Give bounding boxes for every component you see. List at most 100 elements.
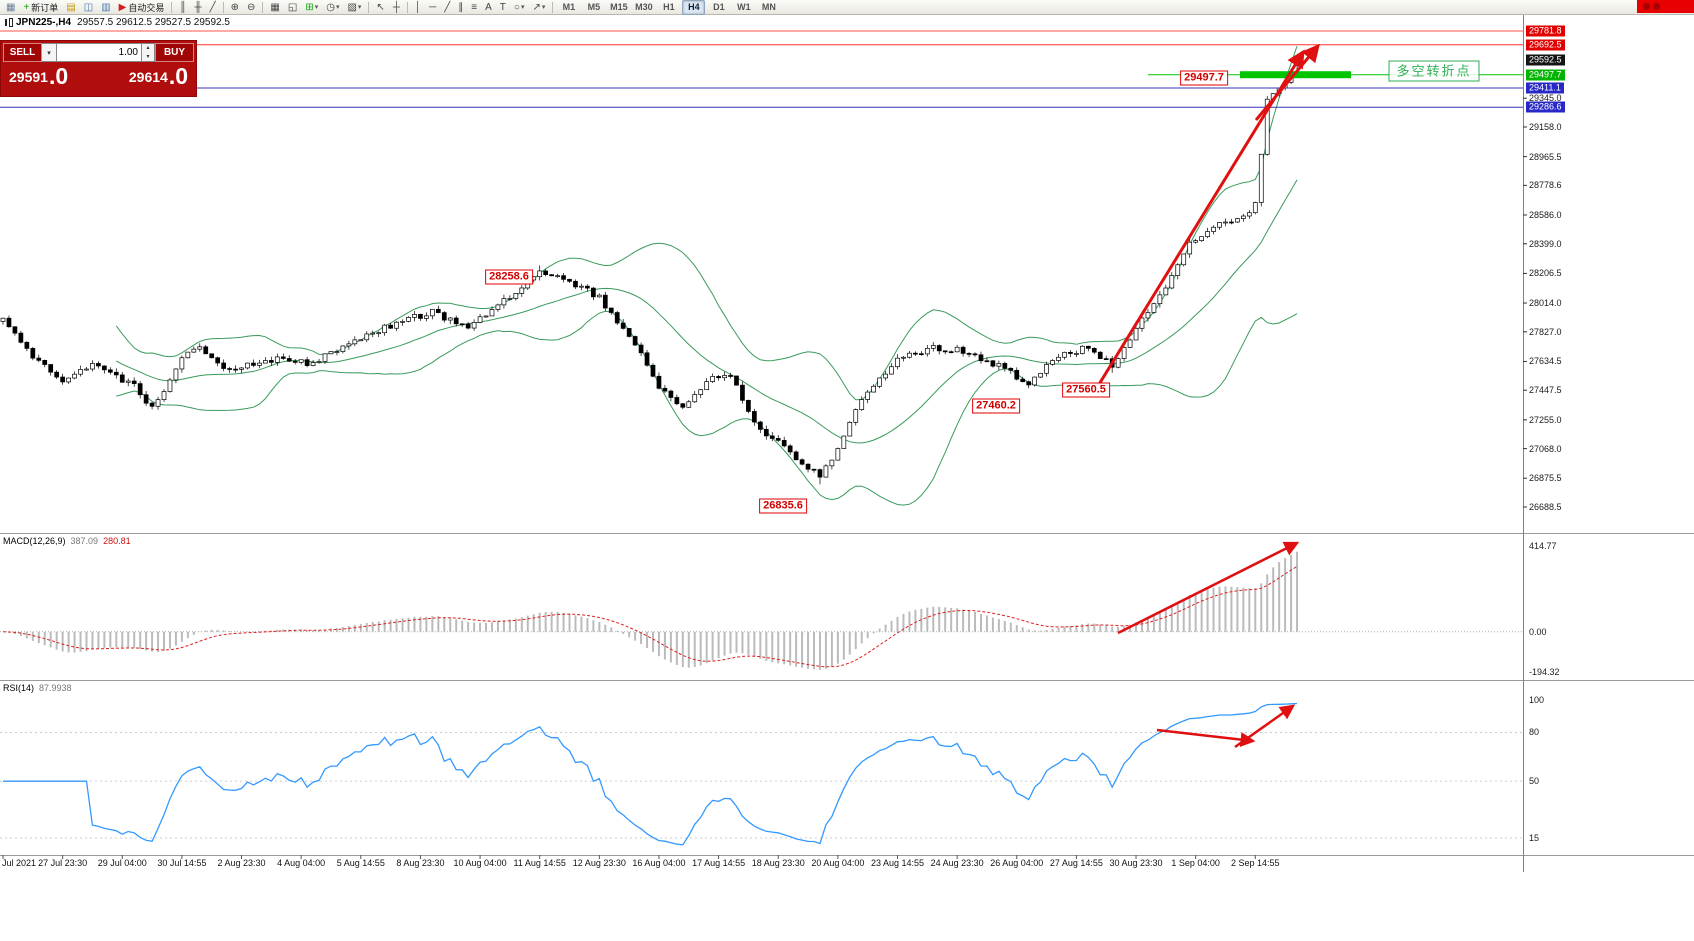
fibonacci-button[interactable]: ≡ — [468, 0, 480, 15]
templates-icon: ▧ — [347, 1, 357, 13]
zoom-in-button[interactable]: ⊕ — [228, 0, 242, 15]
indicators-icon: ⊞ — [305, 1, 314, 13]
templates-button[interactable]: ▧ ▾ — [344, 0, 364, 15]
chart-title: JPN225-,H4 29557.5 29612.5 29527.5 29592… — [4, 17, 230, 28]
bar-chart-button[interactable]: ║ — [176, 0, 189, 15]
cascade-windows-button[interactable]: ◱ — [285, 0, 300, 15]
new-order-button-label: 新订单 — [31, 2, 59, 13]
caret-down-icon: ▾ — [314, 4, 319, 11]
equidistant-channel-button[interactable]: ∥ — [455, 0, 466, 15]
line-chart-icon: ╱ — [209, 1, 216, 13]
time-label: 26 Aug 04:00 — [990, 858, 1044, 868]
price-flag[interactable]: 27460.2 — [972, 398, 1020, 414]
shapes-button[interactable]: ○ ▾ — [511, 0, 528, 15]
price-tick-label: 28014.0 — [1529, 298, 1562, 309]
period-button[interactable]: ◷ ▾ — [323, 0, 342, 15]
spinner-up-icon[interactable]: ▴ — [146, 45, 150, 51]
price-tick-label: 28206.5 — [1529, 268, 1562, 279]
vertical-line-button[interactable]: │ — [412, 0, 424, 15]
time-label: 30 Aug 23:30 — [1109, 858, 1163, 868]
rsi-layer — [0, 702, 1523, 846]
candlestick-icon — [4, 18, 13, 27]
tile-windows-button[interactable]: ▦ — [267, 0, 282, 15]
price-flag[interactable]: 29497.7 — [1180, 70, 1228, 86]
crosshair-button[interactable]: ┼ — [390, 0, 403, 15]
time-label: 10 Aug 04:00 — [453, 858, 507, 868]
timeframe-h1-button[interactable]: H1 — [663, 1, 675, 12]
timeframe-m15-button[interactable]: M15 — [610, 1, 628, 12]
autotrading-button-label: 自动交易 — [128, 2, 165, 13]
cursor-button[interactable]: ↖ — [373, 0, 387, 15]
indicators-button[interactable]: ⊞ ▾ — [302, 0, 321, 15]
trendline-button[interactable]: ╱ — [441, 0, 453, 15]
navigator-button[interactable]: ▥ — [98, 0, 113, 15]
data-window-button[interactable]: ◫ — [81, 0, 96, 15]
new-order-button[interactable]: + 新订单 — [20, 0, 61, 15]
macd-scale-label: 0.00 — [1529, 626, 1547, 637]
price-axis[interactable]: 29781.8 29692.5 29592.5 29497.7 29411.1 29286… — [1523, 15, 1694, 855]
candlestick-chart-button[interactable]: ╫ — [191, 0, 204, 15]
workspace-button[interactable]: ▦ — [3, 0, 18, 15]
market-watch-button[interactable]: ▤ — [63, 0, 78, 15]
rsi-scale-label: 100 — [1529, 695, 1545, 705]
price-flag[interactable]: 26835.6 — [759, 498, 807, 514]
vertical-line-icon: │ — [414, 1, 422, 13]
volume-input[interactable] — [57, 43, 142, 62]
time-axis[interactable]: Jul 2021 27 Jul 23:30 29 Jul 04:00 30 Jul 1… — [0, 855, 1523, 873]
price-flag[interactable]: 28258.6 — [485, 269, 533, 285]
zoom-out-button[interactable]: ⊖ — [244, 0, 258, 15]
price-tick-label: 27068.0 — [1529, 443, 1562, 454]
time-label: 30 Jul 14:55 — [157, 858, 207, 868]
price-badge-blue: 29411.1 — [1526, 82, 1564, 94]
macd-name: MACD(12,26,9) — [3, 536, 66, 546]
cursor-icon: ↖ — [376, 1, 385, 13]
timeframe-d1-button[interactable]: D1 — [713, 1, 725, 12]
sell-button[interactable]: SELL — [3, 43, 42, 62]
time-label: Jul 2021 — [2, 858, 37, 868]
timeframe-m1-button[interactable]: M1 — [562, 1, 576, 12]
one-click-trading-panel: SELL ▾ ▴ ▾ BUY 29591 .0 29614 .0 — [0, 40, 197, 97]
equidistant-channel-icon: ∥ — [458, 1, 464, 13]
caret-down-icon: ▾ — [357, 4, 362, 11]
bid-price-base: 29591 — [9, 69, 48, 85]
toolbar-separator — [406, 1, 408, 13]
price-tick-label: 29345.0 — [1529, 93, 1562, 104]
volume-stepper[interactable]: ▴ ▾ — [142, 43, 155, 62]
text-button[interactable]: A — [482, 0, 495, 15]
time-label: 12 Aug 23:30 — [572, 858, 626, 868]
candlestick-chart-icon: ╫ — [194, 1, 202, 13]
price-tick-label: 27827.0 — [1529, 326, 1562, 337]
text-label-button[interactable]: T — [497, 0, 509, 15]
price-flag[interactable]: 27560.5 — [1062, 382, 1110, 398]
buy-button[interactable]: BUY — [155, 43, 194, 62]
horizontal-line-button[interactable]: ─ — [426, 0, 439, 15]
line-chart-button[interactable]: ╱ — [207, 0, 219, 15]
autotrading-button[interactable]: ▶ 自动交易 — [116, 0, 168, 15]
toolbar-separator — [262, 1, 264, 13]
timeframe-w1-button[interactable]: W1 — [737, 1, 751, 12]
main-chart-layer — [0, 45, 1300, 506]
order-type-dropdown[interactable]: ▾ — [42, 43, 57, 62]
turning-point-label[interactable]: 多空转折点 — [1388, 60, 1480, 82]
arrows-button[interactable]: ↗ ▾ — [529, 0, 548, 15]
time-label: 29 Jul 04:00 — [97, 858, 147, 868]
ask-price: 29614 .0 — [129, 64, 188, 88]
timeframe-h4-button[interactable]: H4 — [682, 0, 706, 15]
crosshair-icon: ┼ — [392, 1, 400, 13]
time-label: 24 Aug 23:30 — [930, 858, 984, 868]
macd-layer — [0, 541, 1523, 670]
workspace-icon: ▦ — [6, 1, 16, 13]
caret-down-icon: ▾ — [47, 49, 51, 57]
spinner-down-icon[interactable]: ▾ — [146, 53, 150, 60]
time-label: 4 Aug 04:00 — [277, 858, 326, 868]
timeframe-m30-button[interactable]: M30 — [635, 1, 653, 12]
timeframe-mn-button[interactable]: MN — [761, 1, 776, 12]
ohlc-values: 29557.5 29612.5 29527.5 29592.5 — [77, 17, 230, 28]
ask-price-fraction: .0 — [168, 63, 188, 89]
price-badge-red: 29692.5 — [1526, 39, 1565, 51]
time-label: 27 Aug 14:55 — [1049, 858, 1103, 868]
timeframe-m5-button[interactable]: M5 — [587, 1, 601, 12]
period-icon: ◷ — [326, 1, 335, 13]
caret-down-icon: ▾ — [520, 4, 525, 11]
